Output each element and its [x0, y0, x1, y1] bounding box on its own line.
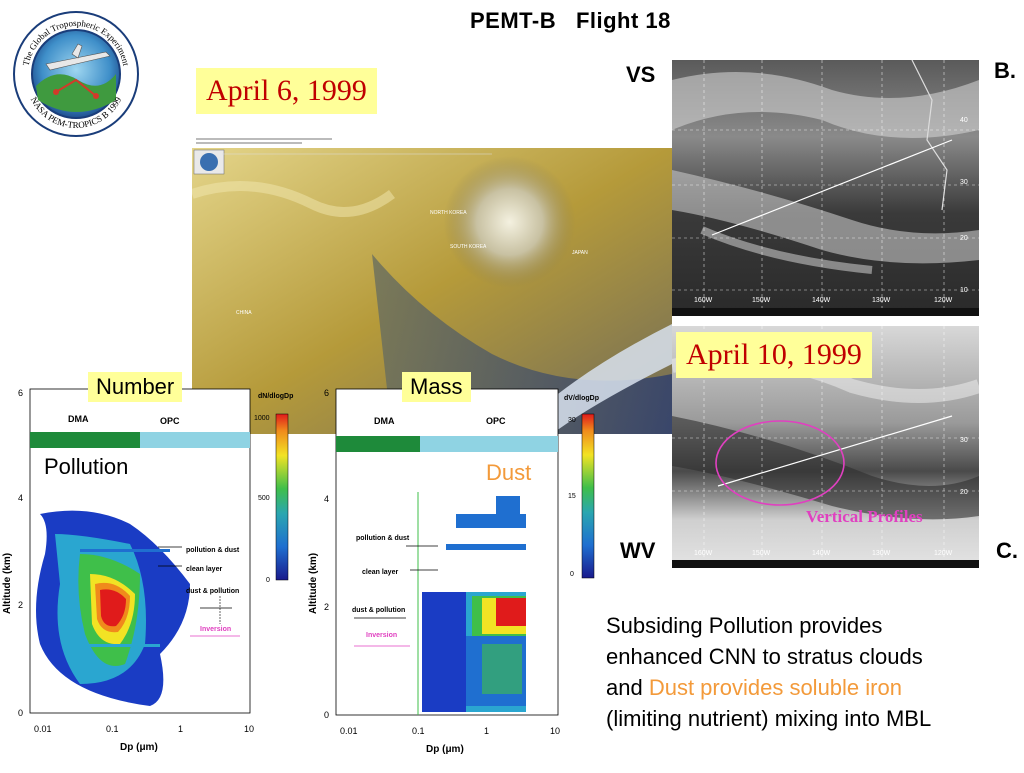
caption-line-2: enhanced CNN to stratus clouds — [606, 644, 923, 669]
number-annot-dust-pollution: dust & pollution — [186, 588, 239, 595]
number-colorbar-tick-500: 500 — [258, 495, 270, 502]
mass-xtick-001: 0.01 — [340, 726, 358, 736]
mass-colorbar-tick-15: 15 — [568, 493, 576, 500]
mass-xtick-1: 1 — [484, 726, 489, 736]
lon-tick-c-160w: 160W — [694, 550, 713, 557]
number-ytick-0: 0 — [18, 708, 23, 718]
gte-logo: The Global Tropospheric Experiment NASA … — [6, 4, 146, 140]
number-plot: DMA OPC 6 4 2 0 0.01 0.1 1 10 Dp (μm) Al… — [0, 384, 300, 768]
map-label-china: CHINA — [236, 310, 252, 316]
page-title: PEMT-B Flight 18 — [470, 8, 671, 33]
caption-line-1: Subsiding Pollution provides — [606, 613, 883, 638]
satellite-image-vs: 40 30 20 10 160W 150W 140W 130W 120W — [672, 60, 979, 316]
wv-label: WV — [620, 538, 656, 563]
lon-tick-b-160w: 160W — [694, 297, 713, 304]
lon-tick-c-150w: 150W — [752, 550, 771, 557]
number-ytick-4: 4 — [18, 493, 23, 503]
lat-tick-b-10: 10 — [960, 287, 968, 294]
mass-opc-label: OPC — [486, 416, 506, 426]
lat-tick-b-20: 20 — [960, 235, 968, 242]
logo-graphic: The Global Tropospheric Experiment NASA … — [13, 11, 139, 137]
mass-colorbar-tick-0: 0 — [570, 571, 574, 578]
map-label-south-korea: SOUTH KOREA — [450, 244, 487, 250]
number-plot-graphic: DMA OPC 6 4 2 0 0.01 0.1 1 10 Dp (μm) Al… — [2, 388, 293, 753]
mass-colorbar-tick-30: 30 — [568, 417, 576, 424]
c-label: C. — [996, 538, 1018, 563]
caption-text: Subsiding Pollution provides enhanced CN… — [606, 610, 1016, 734]
number-ytick-2: 2 — [18, 600, 23, 610]
mass-colorbar-title: dV/dlogDp — [564, 395, 599, 402]
caption-line-3-dust: Dust provides soluble iron — [648, 675, 902, 700]
number-dma-label: DMA — [68, 414, 89, 424]
number-opc-label: OPC — [160, 416, 180, 426]
number-xtick-10: 10 — [244, 724, 254, 734]
number-xtick-01: 0.1 — [106, 724, 119, 734]
mass-plot-graphic: DMA OPC 6 4 2 0 0.01 0.1 1 10 Dp (μm) Al… — [308, 388, 599, 755]
mass-ylabel: Altitude (km) — [308, 553, 319, 614]
vertical-profiles-label: Vertical Profiles — [806, 507, 923, 526]
mass-ytick-0: 0 — [324, 710, 329, 720]
number-xlabel: Dp (μm) — [120, 742, 158, 753]
number-ylabel: Altitude (km) — [2, 553, 13, 614]
number-label: Number — [88, 372, 183, 402]
date-label-april6: April 6, 1999 — [196, 68, 377, 114]
map-label-north-korea: NORTH KOREA — [430, 210, 467, 216]
mass-ytick-2: 2 — [324, 602, 329, 612]
lat-tick-c-30: 30 — [960, 437, 968, 444]
mass-annot-pollution-dust: pollution & dust — [356, 535, 410, 542]
caption-line-4: (limiting nutrient) mixing into MBL — [606, 706, 932, 731]
mass-ytick-4: 4 — [324, 494, 329, 504]
number-xtick-001: 0.01 — [34, 724, 52, 734]
lon-tick-c-140w: 140W — [812, 550, 831, 557]
mass-xlabel: Dp (μm) — [426, 744, 464, 755]
number-annot-inversion: Inversion — [200, 626, 231, 633]
mass-plot: DMA OPC 6 4 2 0 0.01 0.1 1 10 Dp (μm) Al… — [306, 384, 616, 768]
number-xtick-1: 1 — [178, 724, 183, 734]
lat-tick-c-20: 20 — [960, 489, 968, 496]
lon-tick-b-140w: 140W — [812, 297, 831, 304]
vs-label: VS — [626, 62, 656, 87]
lon-tick-c-120w: 120W — [934, 550, 953, 557]
number-colorbar-tick-0: 0 — [266, 577, 270, 584]
pollution-label: Pollution — [44, 454, 129, 480]
caption-line-3: and Dust provides soluble iron — [606, 672, 1016, 703]
satellite-image-vs-graphic: 40 30 20 10 160W 150W 140W 130W 120W — [672, 60, 979, 316]
mass-annot-inversion: Inversion — [366, 632, 397, 639]
dust-label: Dust — [486, 460, 532, 486]
mass-dma-label: DMA — [374, 416, 395, 426]
lon-tick-b-120w: 120W — [934, 297, 953, 304]
mass-xtick-01: 0.1 — [412, 726, 425, 736]
vertical-profiles-ellipse — [715, 420, 845, 506]
lon-tick-b-130w: 130W — [872, 297, 891, 304]
mass-ytick-6: 6 — [324, 388, 329, 398]
mass-xtick-10: 10 — [550, 726, 560, 736]
number-colorbar-title: dN/dlogDp — [258, 393, 293, 400]
mass-annot-dust-pollution: dust & pollution — [352, 607, 405, 614]
lon-tick-c-130w: 130W — [872, 550, 891, 557]
date-label-april10: April 10, 1999 — [676, 332, 872, 378]
mass-label: Mass — [402, 372, 471, 402]
lat-tick-b-30: 30 — [960, 179, 968, 186]
number-annot-clean-layer: clean layer — [186, 566, 222, 573]
caption-line-3-prefix: and — [606, 675, 649, 700]
number-ytick-6: 6 — [18, 388, 23, 398]
number-annot-pollution-dust: pollution & dust — [186, 547, 240, 554]
number-colorbar-tick-1000: 1000 — [254, 415, 270, 422]
b-label: B. — [994, 58, 1016, 83]
map-label-japan: JAPAN — [572, 250, 588, 256]
mass-annot-clean-layer: clean layer — [362, 569, 398, 576]
lat-tick-b-40: 40 — [960, 117, 968, 124]
lon-tick-b-150w: 150W — [752, 297, 771, 304]
